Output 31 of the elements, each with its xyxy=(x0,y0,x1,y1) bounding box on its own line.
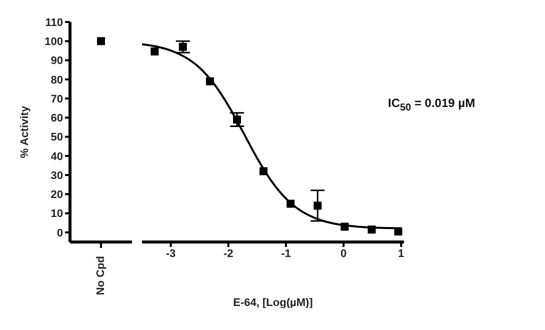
point xyxy=(260,167,268,176)
y-tick-label: 10 xyxy=(50,208,63,220)
y-tick-label: 40 xyxy=(50,150,63,163)
point xyxy=(340,222,349,231)
x-tick-label: -2 xyxy=(223,248,234,260)
x-tick-label: 0 xyxy=(340,248,347,260)
point xyxy=(368,226,376,234)
annotation: IC$_{50}$ = 0.019 µM xyxy=(388,96,476,114)
y-tick-label: 70 xyxy=(50,93,63,106)
point xyxy=(150,47,159,56)
y-tick-label: 50 xyxy=(50,132,63,144)
point xyxy=(314,202,322,210)
point xyxy=(286,200,295,208)
x-tick-label: 1 xyxy=(398,248,404,260)
y-tick-label: 90 xyxy=(50,55,63,68)
x-tick-label: -3 xyxy=(166,248,176,260)
point xyxy=(206,77,214,86)
y-tick-label: 0 xyxy=(56,227,63,240)
x-tick-label: No Cpd xyxy=(95,256,107,296)
y-tick-label: 60 xyxy=(50,112,63,125)
y-tick-label: 100 xyxy=(44,36,63,48)
point xyxy=(394,227,402,236)
point xyxy=(233,116,242,124)
y-tick-label: 20 xyxy=(50,189,63,202)
y-tick-label: 110 xyxy=(45,16,63,29)
y-tick-label: 80 xyxy=(50,74,63,86)
point xyxy=(178,42,187,51)
x-axis-title: E-64, [Log(µM)] xyxy=(233,297,314,309)
y-axis-title: % Activity xyxy=(18,105,31,158)
x-tick-label: -1 xyxy=(281,248,291,260)
y-tick-label: 30 xyxy=(50,170,63,182)
